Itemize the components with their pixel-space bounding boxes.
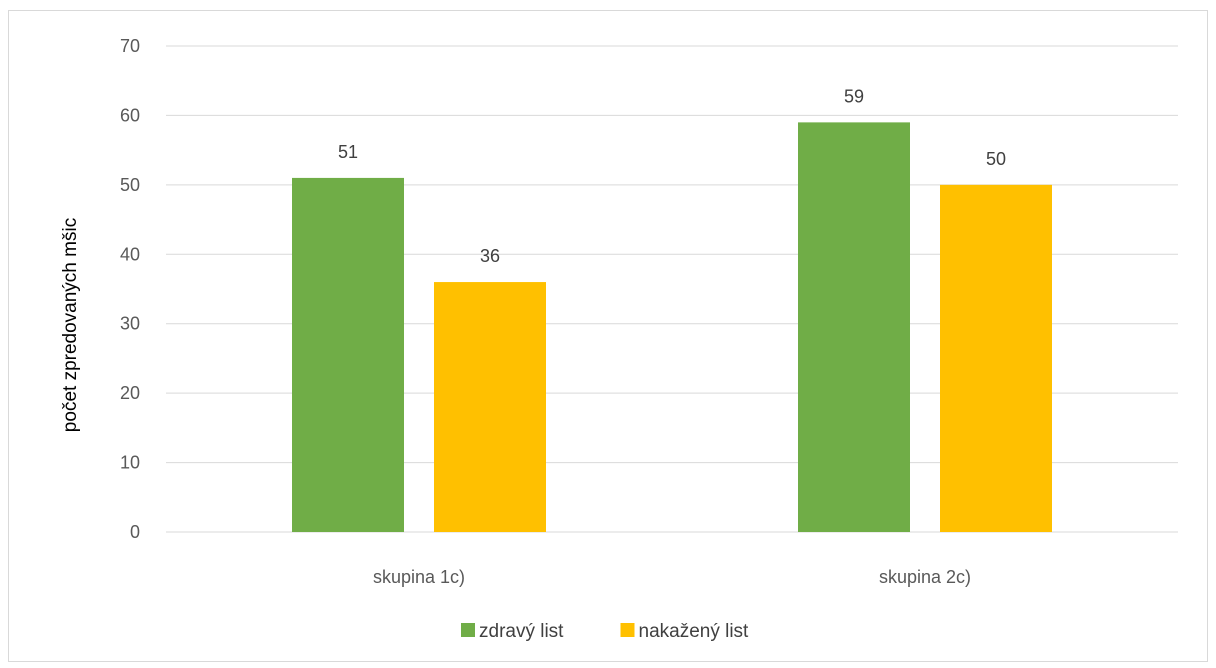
y-tick-label: 30 — [120, 314, 140, 334]
y-tick-label: 70 — [120, 36, 140, 56]
y-tick-label: 50 — [120, 175, 140, 195]
data-label: 51 — [338, 142, 358, 162]
data-label: 59 — [844, 86, 864, 106]
x-axis-ticks: skupina 1c) skupina 2c) — [373, 567, 971, 587]
bar — [940, 184, 1052, 532]
bar — [798, 122, 910, 532]
y-tick-label: 0 — [130, 522, 140, 542]
data-label: 36 — [480, 246, 500, 266]
y-tick-label: 20 — [120, 383, 140, 403]
y-tick-label: 10 — [120, 453, 140, 473]
legend: zdravý list nakažený list — [461, 621, 749, 642]
x-tick-label: skupina 1c) — [373, 567, 465, 587]
legend-swatch — [461, 623, 475, 637]
y-axis-title: počet zpredovaných mšic — [60, 218, 81, 432]
legend-entry: nakažený list — [639, 621, 750, 642]
data-labels: 51 36 59 50 — [338, 86, 1006, 266]
legend-swatch — [620, 623, 635, 637]
y-tick-label: 60 — [120, 105, 140, 125]
bar — [292, 177, 404, 532]
legend-entry: zdravý list — [479, 621, 564, 642]
data-label: 50 — [986, 149, 1006, 169]
y-tick-label: 40 — [120, 244, 140, 264]
bars — [292, 122, 1052, 532]
x-tick-label: skupina 2c) — [879, 567, 971, 587]
bar — [434, 282, 546, 532]
y-axis-ticks: 0 10 20 30 40 50 60 70 — [120, 36, 140, 542]
